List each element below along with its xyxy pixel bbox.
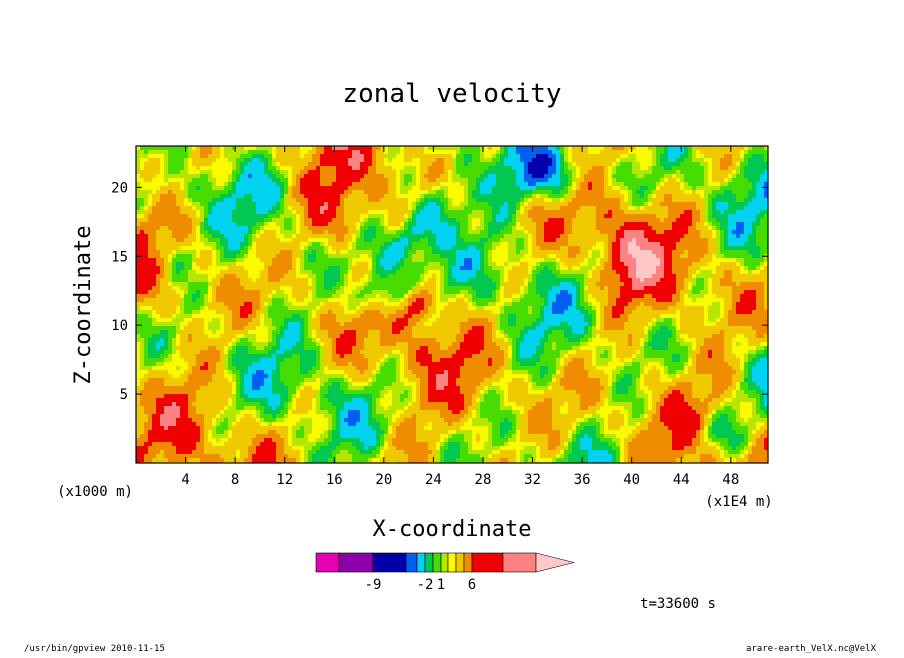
colorbar-segment bbox=[373, 553, 406, 572]
colorbar-segment bbox=[456, 553, 464, 572]
time-label: t=33600 s bbox=[640, 596, 716, 612]
colorbar-segment bbox=[417, 553, 425, 572]
colorbar-segment bbox=[406, 553, 417, 572]
x-tick-label: 4 bbox=[181, 472, 189, 488]
chart-title: zonal velocity bbox=[342, 79, 561, 109]
colorbar-segment bbox=[339, 553, 373, 572]
y-tick-label: 20 bbox=[111, 180, 128, 196]
colorbar-tick-label: 1 bbox=[437, 577, 445, 593]
x-tick-label: 16 bbox=[326, 472, 343, 488]
x-tick-label: 28 bbox=[475, 472, 492, 488]
colorbar-segment bbox=[503, 553, 536, 572]
footer-right: arare-earth_VelX.nc@VelX bbox=[746, 644, 877, 654]
colorbar-segment bbox=[464, 553, 472, 572]
colorbar-segment bbox=[316, 553, 339, 572]
y-tick-label: 10 bbox=[111, 318, 128, 334]
colorbar-segment bbox=[472, 553, 503, 572]
colorbar-tick-label: -2 bbox=[417, 577, 434, 593]
x-tick-label: 12 bbox=[276, 472, 293, 488]
y-tick-label: 15 bbox=[111, 249, 128, 265]
velocity-field bbox=[136, 146, 769, 467]
colorbar-segment bbox=[433, 553, 441, 572]
x-tick-label: 8 bbox=[231, 472, 239, 488]
colorbar-tick-label: -9 bbox=[365, 577, 382, 593]
colorbar-segment bbox=[441, 553, 448, 572]
x-tick-label: 40 bbox=[623, 472, 640, 488]
colorbar-tick-label: 6 bbox=[468, 577, 476, 593]
x-tick-label: 24 bbox=[425, 472, 442, 488]
x-tick-label: 20 bbox=[375, 472, 392, 488]
y-axis-title: Z-coordinate bbox=[71, 226, 96, 385]
x-tick-label: 32 bbox=[524, 472, 541, 488]
colorbar-extension-arrow bbox=[536, 553, 574, 572]
footer-left: /usr/bin/gpview 2010-11-15 bbox=[24, 644, 165, 654]
colorbar-segment bbox=[425, 553, 433, 572]
x-tick-label: 44 bbox=[673, 472, 690, 488]
x-tick-label: 36 bbox=[574, 472, 591, 488]
colorbar-segment bbox=[448, 553, 456, 572]
x-unit-label: (x1E4 m) bbox=[705, 494, 772, 510]
z-unit-label: (x1000 m) bbox=[57, 484, 133, 500]
y-tick-label: 5 bbox=[120, 387, 128, 403]
x-axis-title: X-coordinate bbox=[373, 517, 532, 542]
x-tick-label: 48 bbox=[722, 472, 739, 488]
